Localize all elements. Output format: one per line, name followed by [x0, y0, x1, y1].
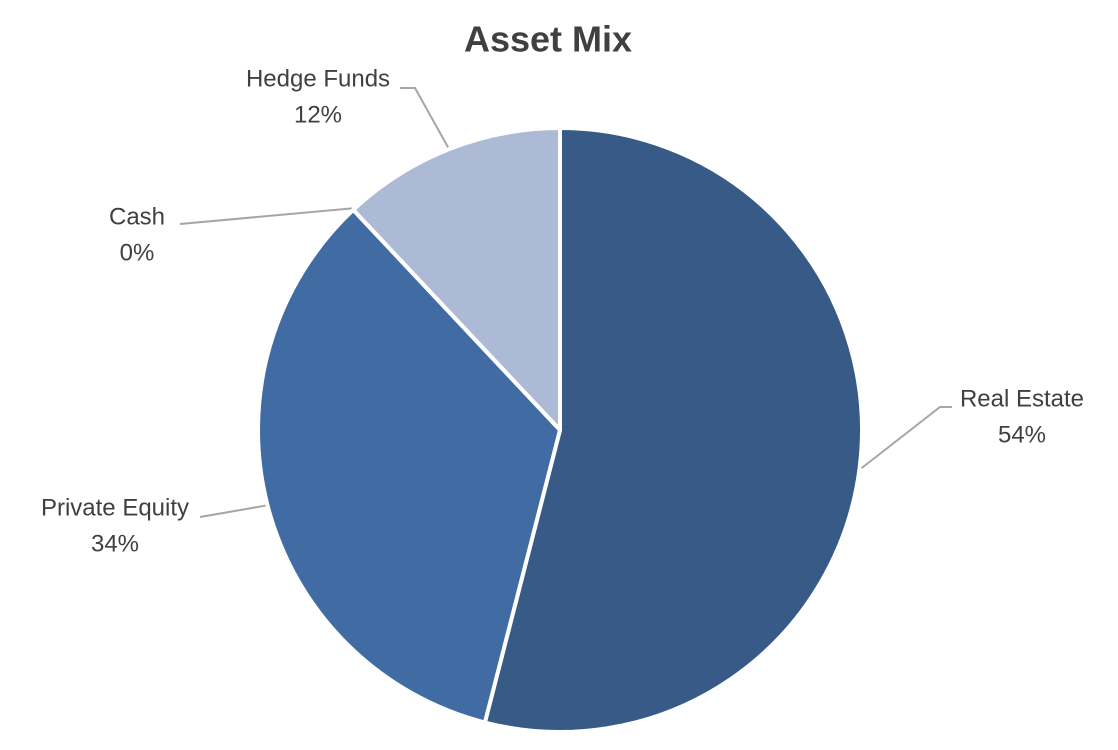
leader-line [199, 504, 266, 518]
pie-slice [351, 126, 562, 432]
pie-slice [256, 207, 562, 725]
leader-line [860, 406, 952, 469]
pie-slice [482, 126, 864, 734]
value-label: 12% [294, 101, 342, 128]
leader-line [179, 207, 352, 225]
slice-label: Hedge Funds [246, 65, 390, 92]
value-label: 54% [998, 421, 1046, 448]
chart-title: Asset Mix [464, 19, 632, 60]
slice-label: Private Equity [41, 494, 189, 521]
value-label: 0% [120, 239, 155, 266]
leader-line [400, 87, 449, 148]
value-label: 34% [91, 530, 139, 557]
slice-label: Real Estate [960, 385, 1084, 412]
slice-label: Cash [109, 203, 165, 230]
